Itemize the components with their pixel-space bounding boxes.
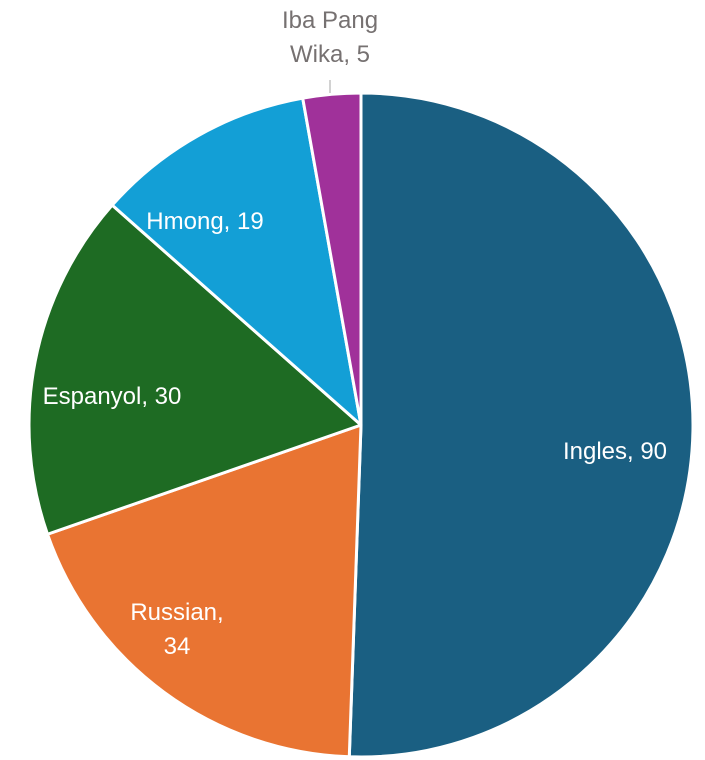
data-label: Ingles, 90 xyxy=(562,438,668,465)
data-label: Espanyol, 30 xyxy=(42,383,182,410)
data-label: Iba Pang Wika, 5 xyxy=(281,7,379,68)
pie-slice xyxy=(27,203,363,536)
pie-slice xyxy=(110,96,363,427)
pie-slice xyxy=(347,91,695,759)
data-label: Russian, 34 xyxy=(130,599,224,660)
pie-slice xyxy=(301,91,363,427)
data-label: Hmong, 19 xyxy=(146,208,264,235)
